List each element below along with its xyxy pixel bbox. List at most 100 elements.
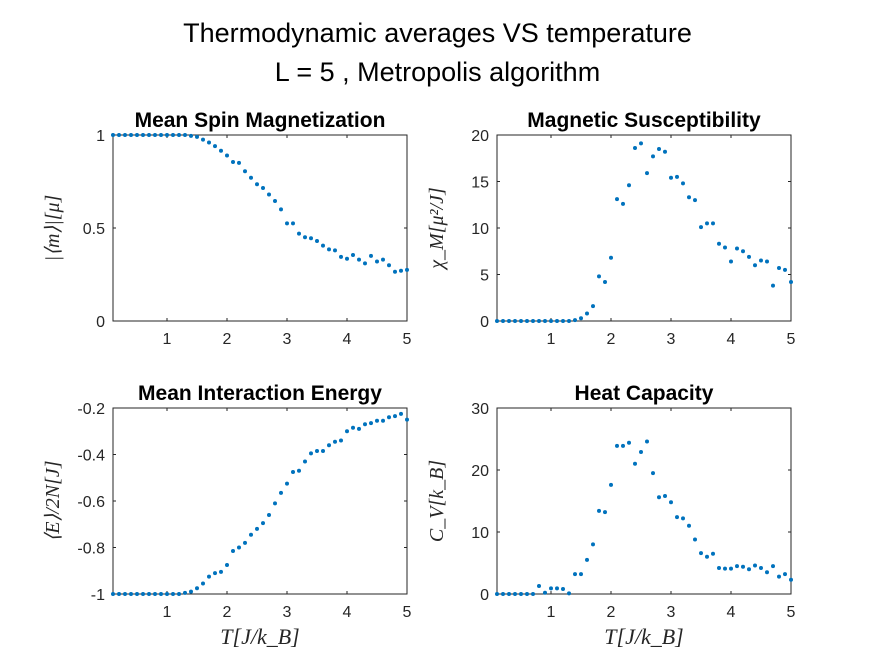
energy-data-point [183, 590, 187, 595]
susceptibility-data-point [789, 279, 793, 284]
magnetization-data-point [327, 247, 331, 252]
susceptibility-data-point [501, 319, 505, 323]
heat-capacity-data-point [579, 572, 583, 577]
heat-capacity-data-point [777, 574, 781, 579]
heat-capacity-data-point [711, 551, 715, 556]
magnetization-data-point [111, 133, 115, 137]
heat-capacity-data-point [543, 590, 547, 595]
susceptibility-data-point [639, 141, 643, 146]
heat-capacity-data-point [513, 592, 517, 596]
energy-xlabel: T[J/k_B] [220, 624, 299, 649]
susceptibility-data-point [663, 149, 667, 154]
energy-data-point [153, 592, 157, 596]
heat-capacity-data-point [723, 566, 727, 571]
magnetization-data-point [357, 257, 361, 262]
heat-capacity-xtick-label: 5 [787, 604, 796, 621]
heat-capacity-data-point [627, 440, 631, 445]
susceptibility-data-point [657, 146, 661, 151]
magnetization-data-point [285, 221, 289, 226]
energy-xtick-label: 2 [223, 604, 232, 621]
susceptibility-data-point [633, 146, 637, 151]
energy-data-point [303, 459, 307, 464]
magnetization-xtick-label: 3 [283, 331, 292, 348]
energy-data-point [207, 574, 211, 579]
magnetization-data-point [363, 261, 367, 266]
susceptibility-data-point [567, 319, 571, 323]
susceptibility-data-point [621, 201, 625, 206]
energy-data-point [117, 592, 121, 596]
susceptibility-xtick-label: 1 [547, 331, 556, 348]
heat-capacity-data-point [735, 564, 739, 569]
susceptibility-data-point [777, 265, 781, 270]
energy-data-point [243, 540, 247, 545]
susceptibility-title: Magnetic Susceptibility [527, 109, 761, 132]
energy-data-point [339, 438, 343, 443]
heat-capacity-data-point [717, 565, 721, 570]
magnetization-data-point [153, 133, 157, 137]
magnetization-data-point [177, 133, 181, 137]
energy-data-point [405, 417, 409, 422]
magnetization-title: Mean Spin Magnetization [135, 109, 386, 132]
energy-axes-box [112, 407, 408, 595]
susceptibility-data-point [675, 174, 679, 179]
energy-title: Mean Interaction Energy [138, 382, 382, 405]
magnetization-data-point [309, 236, 313, 241]
heat-capacity-data-point [669, 500, 673, 505]
heat-capacity-data-point [561, 587, 565, 592]
energy-xtick-label: 1 [163, 604, 172, 621]
susceptibility-data-point [555, 319, 559, 323]
magnetization-data-point [213, 144, 217, 149]
heat-capacity-data-point [771, 564, 775, 569]
susceptibility-series [495, 141, 793, 323]
susceptibility-data-point [741, 249, 745, 254]
heat-capacity-data-point [519, 592, 523, 596]
energy-data-point [177, 592, 181, 596]
magnetization-ytick-label: 0 [96, 314, 105, 331]
heat-capacity-data-point [501, 592, 505, 596]
magnetization-axes-box [112, 134, 408, 322]
magnetization-xtick-label: 2 [223, 331, 232, 348]
susceptibility-data-point [723, 245, 727, 250]
susceptibility-data-point [645, 171, 649, 176]
energy-ytick-label: -0.4 [77, 448, 105, 465]
energy-data-point [225, 562, 229, 567]
susceptibility-data-point [759, 258, 763, 263]
susceptibility-data-point [579, 316, 583, 321]
heat-capacity-data-point [525, 592, 529, 596]
susceptibility-data-point [753, 263, 757, 268]
magnetization-ytick-label: 1 [96, 128, 105, 145]
energy-data-point [297, 468, 301, 473]
susceptibility-ytick-label: 5 [480, 268, 489, 285]
magnetization-data-point [339, 254, 343, 259]
heat-capacity-data-point [507, 592, 511, 596]
energy-data-point [279, 490, 283, 495]
heat-capacity-data-point [741, 564, 745, 569]
energy-data-point [111, 592, 115, 596]
heat-capacity-data-point [651, 471, 655, 476]
magnetization-data-point [183, 133, 187, 137]
energy-data-point [237, 545, 241, 550]
susceptibility-ytick-label: 20 [471, 128, 489, 145]
susceptibility-data-point [531, 319, 535, 323]
susceptibility-data-point [783, 267, 787, 272]
heat-capacity-data-point [783, 572, 787, 577]
magnetization-data-point [405, 267, 409, 272]
energy-data-point [213, 571, 217, 576]
magnetization-data-point [291, 221, 295, 226]
heat-capacity-data-point [597, 508, 601, 513]
energy-data-point [345, 429, 349, 434]
magnetization-data-point [225, 153, 229, 158]
magnetization-data-point [159, 133, 163, 137]
magnetization-data-point [195, 134, 199, 139]
magnetization-data-point [321, 243, 325, 248]
heat-capacity-ytick-label: 0 [480, 587, 489, 604]
energy-data-point [171, 592, 175, 596]
susceptibility-ylabel: χ_M[μ²/J] [426, 187, 448, 271]
energy-data-point [165, 592, 169, 596]
magnetization-data-point [351, 252, 355, 257]
susceptibility-data-point [681, 181, 685, 186]
magnetization-data-point [201, 137, 205, 142]
heat-capacity-xtick-label: 2 [607, 604, 616, 621]
heat-capacity-xtick-label: 4 [727, 604, 736, 621]
